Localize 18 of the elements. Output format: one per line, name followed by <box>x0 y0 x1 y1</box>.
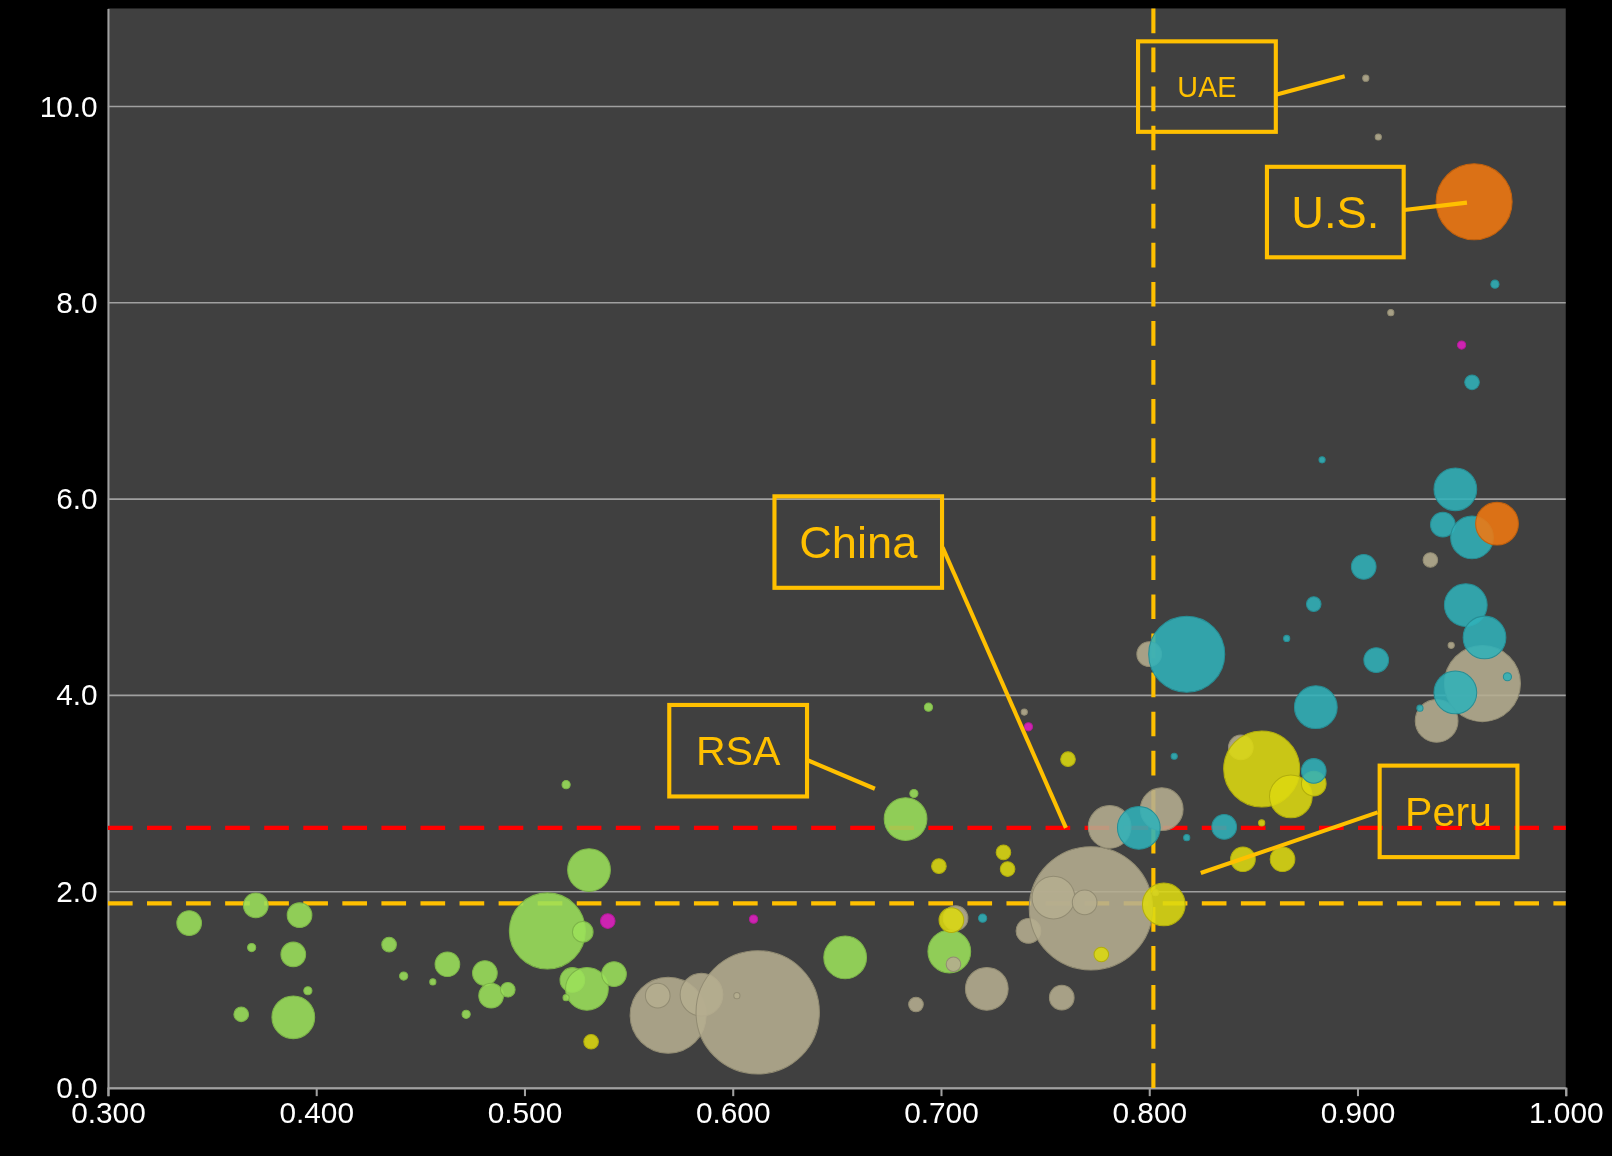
y-tick-label: 8.0 <box>56 285 98 319</box>
x-tick-label: 0.700 <box>904 1096 979 1130</box>
y-tick-label: 0.0 <box>56 1070 98 1104</box>
x-tick-label: 0.600 <box>695 1096 771 1130</box>
annotation: U.S. <box>1291 186 1380 238</box>
annotation: Peru <box>1405 788 1492 835</box>
y-tick-label: 4.0 <box>56 678 98 712</box>
x-tick-label: 0.400 <box>279 1096 355 1130</box>
annotation: RSA <box>695 728 781 775</box>
x-tick-label: 1.000 <box>1528 1096 1604 1130</box>
annotation: China <box>799 516 919 568</box>
annotation: UAE <box>1177 70 1237 103</box>
y-tick-label: 2.0 <box>56 874 98 908</box>
y-tick-label: 10.0 <box>39 89 98 123</box>
y-tick-label: 6.0 <box>56 482 98 516</box>
x-tick-label: 0.900 <box>1320 1096 1396 1130</box>
x-tick-label: 0.500 <box>487 1096 563 1130</box>
x-tick-label: 0.800 <box>1112 1096 1188 1130</box>
